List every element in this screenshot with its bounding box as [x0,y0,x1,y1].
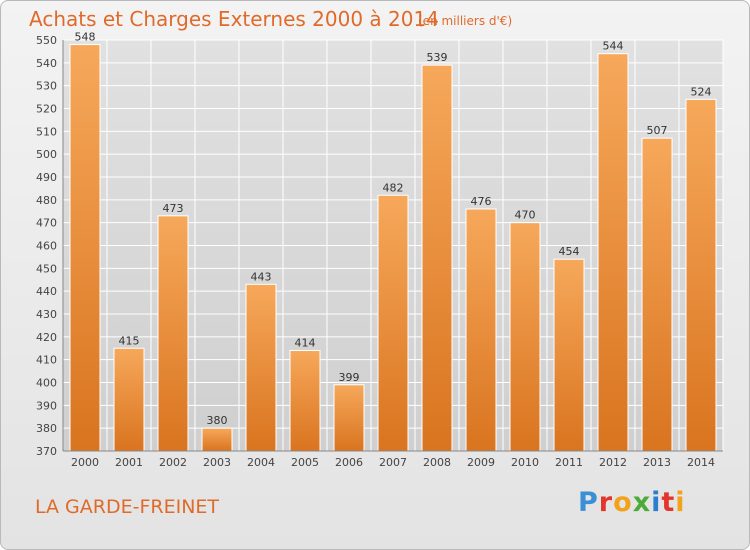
y-tick-label: 430 [36,308,57,321]
data-label: 415 [119,334,140,347]
bar [597,53,629,452]
y-tick-label: 460 [36,240,57,253]
data-label: 482 [383,181,404,194]
data-label: 470 [515,209,536,222]
x-tick-label: 2005 [291,456,319,469]
y-tick-label: 380 [36,422,57,435]
data-label: 524 [691,85,712,98]
data-label: 473 [163,202,184,215]
x-tick-label: 2006 [335,456,363,469]
bar [421,64,453,452]
x-tick-label: 2012 [599,456,627,469]
data-label: 548 [75,31,96,44]
data-label: 443 [251,270,272,283]
logo-letter: t [661,487,676,518]
bar [201,427,233,452]
y-tick-label: 490 [36,171,57,184]
bar [377,194,409,452]
data-label: 414 [295,337,316,350]
bar [465,208,497,452]
x-tick-label: 2000 [71,456,99,469]
data-label: 380 [207,414,228,427]
x-tick-label: 2007 [379,456,407,469]
data-label: 507 [647,124,668,137]
proxiti-logo: Proxiti [578,487,686,518]
logo-letter: i [651,487,662,518]
bar [509,222,541,452]
logo-letter: o [613,487,633,518]
x-tick-label: 2010 [511,456,539,469]
y-tick-label: 550 [36,34,57,47]
y-tick-label: 390 [36,399,57,412]
x-tick-label: 2014 [687,456,715,469]
y-tick-label: 470 [36,217,57,230]
chart-subtitle: (en milliers d'€) [418,14,513,28]
bar [157,215,189,452]
data-label: 399 [339,371,360,384]
data-label: 544 [603,40,624,53]
chart-title: Achats et Charges Externes 2000 à 2014 [29,7,439,31]
bar [245,283,277,452]
x-tick-label: 2001 [115,456,143,469]
bar [69,44,101,452]
x-tick-label: 2013 [643,456,671,469]
y-tick-label: 510 [36,125,57,138]
y-tick-label: 370 [36,445,57,458]
x-tick-label: 2003 [203,456,231,469]
logo-letter: P [578,487,599,518]
y-tick-label: 480 [36,194,57,207]
y-tick-label: 440 [36,285,57,298]
x-tick-label: 2004 [247,456,275,469]
y-tick-label: 500 [36,148,57,161]
bar [113,347,145,452]
y-tick-label: 400 [36,377,57,390]
data-label: 454 [559,245,580,258]
y-tick-label: 530 [36,80,57,93]
y-tick-label: 420 [36,331,57,344]
data-label: 539 [427,51,448,64]
bar [641,137,673,452]
bar [289,350,321,452]
x-tick-label: 2008 [423,456,451,469]
logo-letter: r [598,487,614,518]
city-name: LA GARDE-FREINET [35,496,220,518]
y-tick-label: 520 [36,103,57,116]
x-tick-label: 2011 [555,456,583,469]
x-tick-label: 2002 [159,456,187,469]
logo-letter: i [675,487,686,518]
x-tick-label: 2009 [467,456,495,469]
bar [553,258,585,452]
data-label: 476 [471,195,492,208]
y-tick-label: 540 [36,57,57,70]
y-tick-label: 450 [36,262,57,275]
bar [333,384,365,452]
bar [685,98,717,452]
logo-letter: x [632,487,652,518]
y-tick-label: 410 [36,354,57,367]
